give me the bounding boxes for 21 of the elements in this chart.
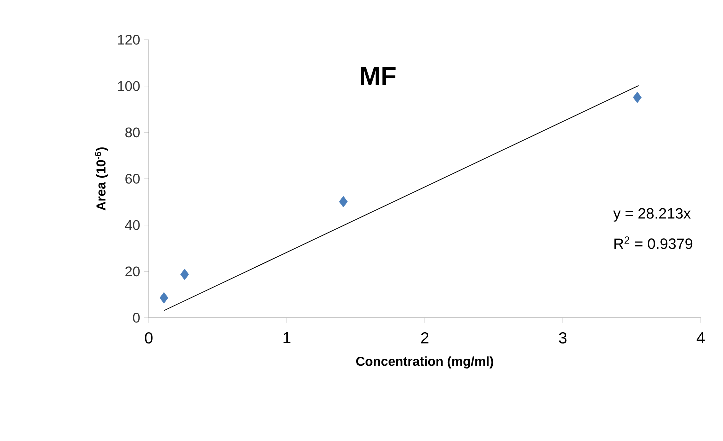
y-tick-label: 0 [133, 313, 140, 323]
y-tick-label: 20 [126, 266, 140, 277]
annotation: R$^{2}$ = 0.9379 [614, 236, 693, 250]
x-tick-label: 1 [284, 332, 291, 344]
y-tick-label: 100 [118, 81, 140, 92]
text: MF [361, 67, 396, 86]
point [160, 292, 169, 304]
point [339, 196, 348, 208]
x-tick-label: 2 [421, 332, 429, 344]
point [633, 92, 642, 104]
x-tick-label: 4 [696, 332, 705, 344]
annotation: y = 28.213x [613, 208, 691, 222]
y-axis-title: Area (10$^{-6}$) [95, 148, 108, 211]
y-tick-label: 60 [126, 174, 140, 184]
x-axis-title: Concentration (mg/ml) [356, 356, 494, 369]
y-tick-label: 40 [125, 220, 140, 230]
x-tick-label: 3 [559, 332, 567, 344]
point [180, 268, 190, 280]
x-tick-label: 0 [145, 332, 153, 344]
y-tick-label: 120 [118, 35, 140, 45]
y-tick-label: 80 [126, 128, 140, 138]
